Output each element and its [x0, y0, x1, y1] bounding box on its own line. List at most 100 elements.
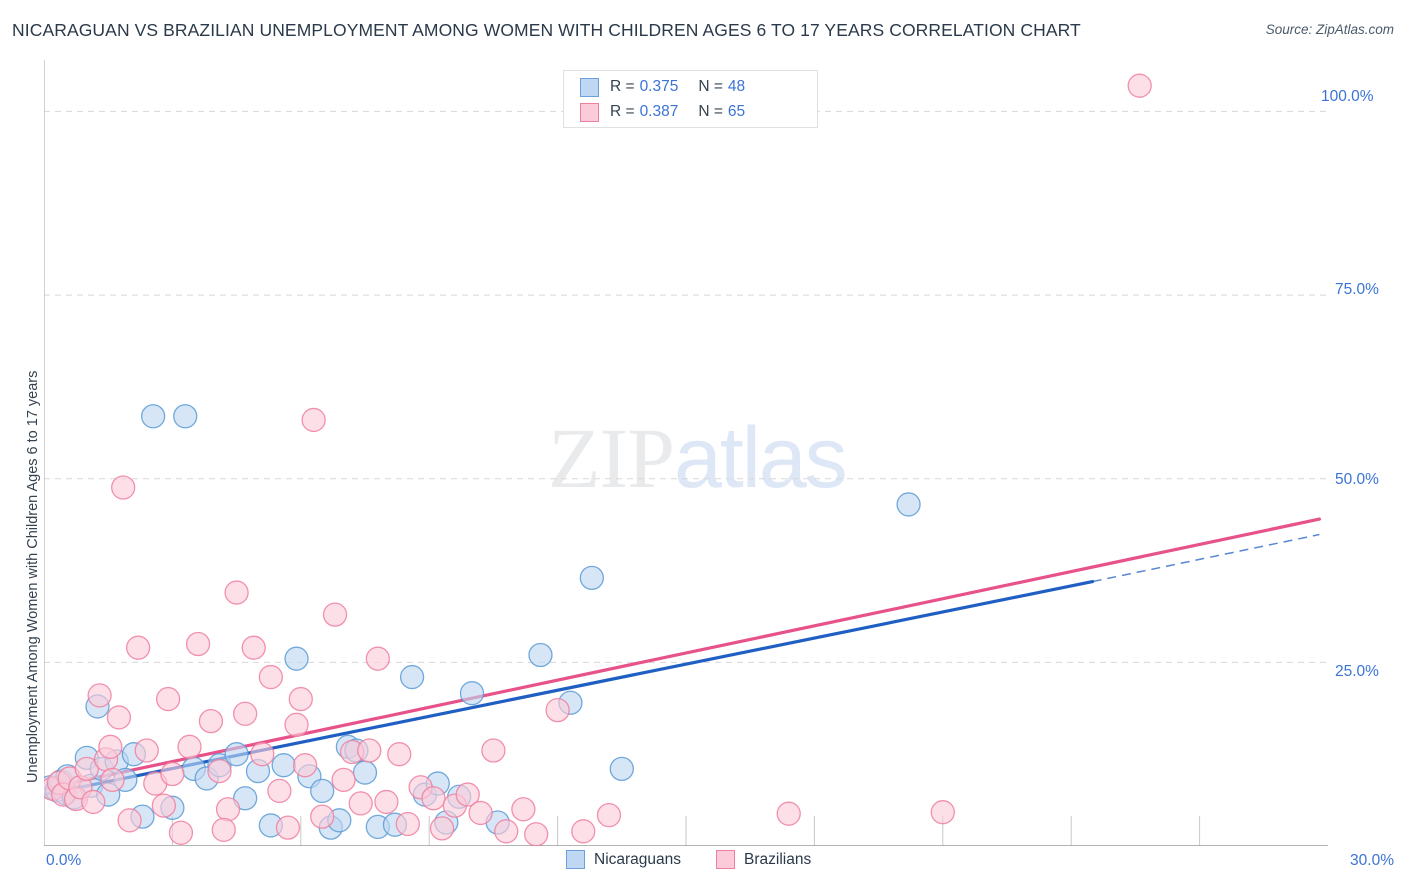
r-label-nicaraguans: R = — [610, 78, 635, 95]
data-point[interactable] — [494, 819, 519, 844]
plot-area — [44, 60, 1328, 846]
data-point[interactable] — [524, 822, 549, 846]
data-point[interactable] — [258, 664, 283, 690]
data-point[interactable] — [468, 800, 493, 826]
data-point[interactable] — [511, 797, 536, 822]
data-point[interactable] — [459, 681, 485, 706]
data-point[interactable] — [528, 642, 553, 668]
data-point[interactable] — [292, 753, 318, 778]
data-point[interactable] — [207, 758, 232, 784]
trendline-extrapolated-nicaraguans — [1092, 533, 1320, 583]
data-point[interactable] — [896, 492, 921, 517]
data-point[interactable] — [271, 753, 296, 778]
data-point[interactable] — [357, 738, 382, 763]
data-point[interactable] — [151, 793, 176, 818]
x-tick-label-min: 0.0% — [46, 852, 82, 869]
data-point[interactable] — [310, 804, 335, 829]
data-point[interactable] — [348, 791, 373, 816]
data-point[interactable] — [185, 631, 211, 657]
data-point[interactable] — [267, 778, 292, 804]
data-point[interactable] — [352, 760, 378, 785]
stats-row-nicaraguans: R = 0.375 N = 48 — [580, 74, 745, 100]
data-point[interactable] — [399, 664, 425, 690]
data-point[interactable] — [177, 734, 202, 759]
data-point[interactable] — [211, 817, 236, 842]
data-point[interactable] — [395, 811, 420, 837]
data-point[interactable] — [284, 646, 309, 671]
data-point[interactable] — [421, 786, 446, 811]
n-label-nicaraguans: N = — [698, 78, 723, 95]
series-points-brazilians — [44, 73, 1152, 846]
data-point[interactable] — [387, 742, 412, 767]
data-point[interactable] — [455, 782, 480, 807]
data-point[interactable] — [111, 475, 136, 500]
data-point[interactable] — [168, 820, 194, 845]
series-legend: Nicaraguans Brazilians — [566, 850, 837, 869]
data-point[interactable] — [374, 789, 399, 815]
legend-item-brazilians[interactable]: Brazilians — [716, 850, 811, 869]
data-point[interactable] — [98, 734, 123, 759]
y-tick-label-25: 25.0% — [1335, 663, 1379, 680]
data-point[interactable] — [140, 404, 166, 429]
y-tick-label-75: 75.0% — [1335, 281, 1379, 298]
page-title: NICARAGUAN VS BRAZILIAN UNEMPLOYMENT AMO… — [12, 20, 1081, 40]
legend-swatch-nicaraguans — [580, 77, 599, 97]
data-point[interactable] — [155, 686, 181, 712]
data-point[interactable] — [81, 789, 106, 815]
data-point[interactable] — [160, 761, 185, 787]
n-value-nicaraguans: 48 — [727, 78, 746, 95]
data-point[interactable] — [87, 683, 112, 708]
data-point[interactable] — [74, 756, 99, 782]
legend-label-nicaraguans: Nicaraguans — [594, 850, 682, 868]
data-point[interactable] — [198, 708, 224, 734]
data-point[interactable] — [224, 742, 249, 767]
x-tick-label-max: 30.0% — [1350, 852, 1394, 869]
data-point[interactable] — [284, 712, 309, 737]
data-point[interactable] — [117, 808, 142, 833]
y-tick-label-50: 50.0% — [1335, 471, 1379, 488]
data-point[interactable] — [481, 738, 506, 763]
data-point[interactable] — [609, 756, 634, 782]
r-value-brazilians: 0.387 — [639, 103, 679, 120]
data-point[interactable] — [310, 778, 335, 804]
data-point[interactable] — [1127, 73, 1152, 98]
correlation-stats-legend: R = 0.375 N = 48 R = 0.387 N = 65 — [563, 70, 818, 128]
data-point[interactable] — [429, 816, 455, 841]
data-point[interactable] — [930, 800, 955, 825]
data-point[interactable] — [331, 767, 356, 793]
data-point[interactable] — [250, 742, 275, 767]
y-axis-title: Unemployment Among Women with Children A… — [6, 0, 41, 892]
legend-item-nicaraguans[interactable]: Nicaraguans — [566, 850, 681, 869]
data-point[interactable] — [106, 705, 132, 730]
r-label-brazilians: R = — [610, 103, 635, 120]
y-axis-title-text: Unemployment Among Women with Children A… — [25, 370, 41, 783]
data-point[interactable] — [545, 697, 570, 723]
data-point[interactable] — [579, 565, 604, 591]
n-label-brazilians: N = — [698, 103, 723, 120]
data-point[interactable] — [301, 407, 326, 433]
r-value-nicaraguans: 0.375 — [639, 78, 679, 95]
data-point[interactable] — [365, 646, 390, 671]
data-point[interactable] — [134, 738, 159, 763]
data-point[interactable] — [288, 686, 313, 712]
data-point[interactable] — [275, 815, 301, 840]
data-point[interactable] — [322, 602, 348, 627]
data-point[interactable] — [215, 797, 241, 822]
n-value-brazilians: 65 — [727, 103, 746, 120]
data-point[interactable] — [173, 404, 198, 429]
legend-color-nicaraguans — [566, 850, 585, 869]
data-point[interactable] — [126, 635, 151, 660]
data-point[interactable] — [596, 802, 622, 828]
legend-swatch-brazilians — [580, 102, 599, 122]
stats-row-brazilians: R = 0.387 N = 65 — [580, 99, 745, 125]
data-point[interactable] — [224, 580, 249, 605]
data-point[interactable] — [233, 701, 258, 726]
data-point[interactable] — [241, 635, 266, 660]
y-tick-label-100: 100.0% — [1321, 88, 1374, 105]
legend-color-brazilians — [716, 850, 736, 869]
data-point[interactable] — [571, 819, 596, 844]
data-point[interactable] — [233, 786, 258, 811]
data-point[interactable] — [100, 767, 125, 793]
data-point[interactable] — [776, 801, 801, 826]
